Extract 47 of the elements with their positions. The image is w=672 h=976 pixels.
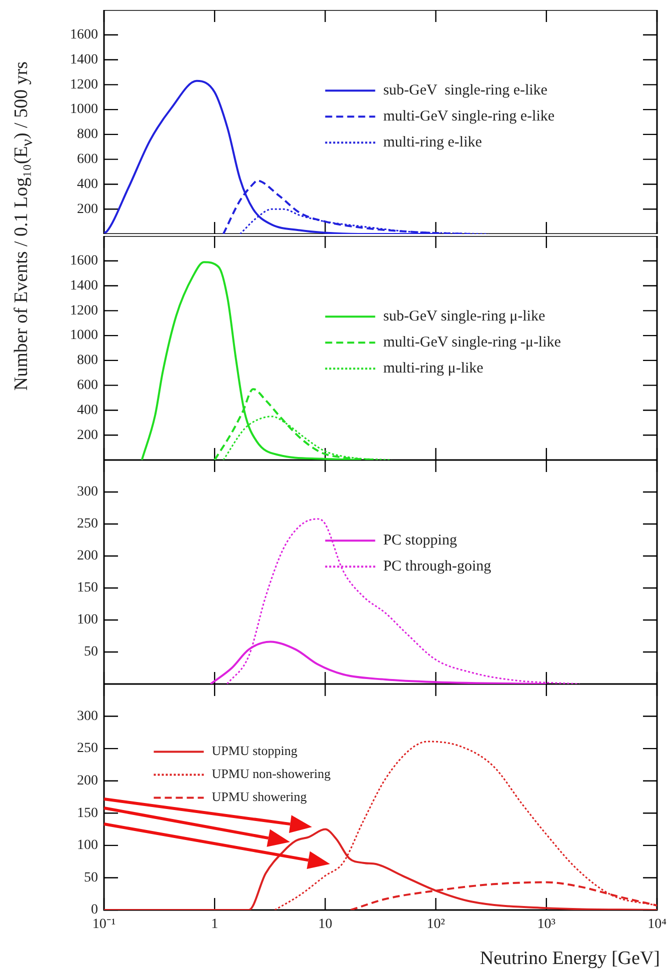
y-tick-label: 200 (77, 202, 98, 217)
y-tick-label: 1400 (70, 278, 98, 294)
x-tick-label: 10 (318, 917, 332, 932)
legend-label: PC stopping (383, 532, 458, 549)
y-tick-label: 600 (77, 152, 98, 168)
y-tick-label: 200 (77, 548, 98, 564)
y-tick-label: 600 (77, 378, 98, 394)
legend-label: multi-GeV single-ring -μ-like (383, 334, 562, 351)
legend-label: sub-GeV single-ring μ-like (383, 308, 546, 325)
x-tick-label: 1 (211, 917, 218, 932)
legend-label: PC through-going (383, 558, 492, 575)
y-tick-label: 150 (77, 806, 98, 821)
x-tick-label: 10⁴ (648, 917, 667, 932)
legend-label: sub-GeV single-ring e-like (383, 82, 548, 99)
y-tick-label: 50 (84, 644, 98, 660)
y-tick-label: 200 (77, 428, 98, 443)
y-tick-label: 1400 (70, 52, 98, 68)
legend-label: UPMU stopping (212, 743, 298, 758)
legend-label: multi-ring e-like (383, 134, 482, 151)
y-tick-label: 0 (91, 902, 98, 918)
y-tick-label: 1000 (70, 102, 98, 118)
y-tick-label: 250 (77, 741, 98, 756)
legend-label: multi-GeV single-ring e-like (383, 108, 555, 125)
y-tick-label: 1600 (70, 28, 98, 43)
y-tick-label: 800 (77, 127, 98, 142)
x-axis-title: Neutrino Energy [GeV] (480, 948, 660, 970)
y-tick-label: 250 (77, 516, 98, 532)
y-tick-label: 200 (77, 774, 98, 789)
y-tick-label: 400 (77, 176, 98, 192)
y-tick-label: 400 (77, 402, 98, 418)
y-tick-label: 50 (84, 870, 98, 886)
x-tick-label: 10⁻¹ (92, 917, 116, 932)
y-tick-label: 1200 (70, 77, 98, 92)
y-tick-label: 300 (77, 484, 98, 500)
x-tick-label: 10² (426, 917, 445, 932)
y-tick-label: 1200 (70, 303, 98, 318)
legend-label: UPMU showering (212, 789, 308, 804)
x-tick-label: 10³ (537, 917, 556, 932)
y-tick-label: 1600 (70, 254, 98, 269)
legend-label: multi-ring μ-like (383, 360, 484, 377)
y-tick-label: 150 (77, 580, 98, 596)
y-tick-label: 300 (77, 708, 98, 724)
y-tick-label: 800 (77, 353, 98, 368)
legend-label: UPMU non-showering (212, 766, 332, 782)
y-tick-label: 1000 (70, 328, 98, 344)
y-tick-label: 100 (77, 838, 98, 854)
y-tick-label: 100 (77, 612, 98, 628)
